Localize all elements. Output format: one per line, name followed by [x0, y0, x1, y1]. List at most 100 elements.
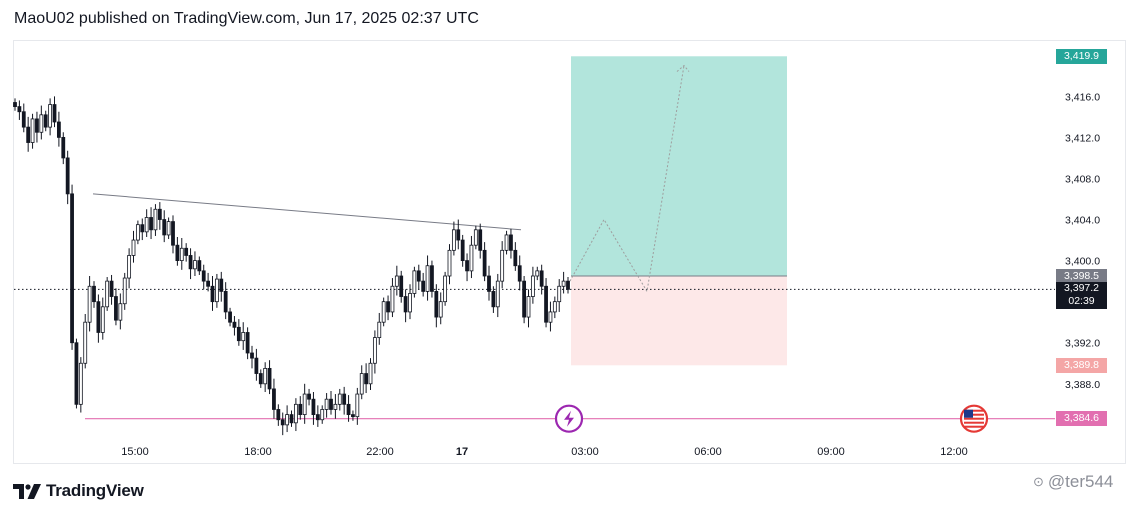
x-axis-tick: 18:00: [244, 446, 272, 458]
candle: [359, 365, 364, 400]
candle-body: [302, 393, 307, 416]
candle: [500, 241, 505, 289]
candle-body: [320, 409, 325, 421]
us-flag-stripe: [964, 413, 984, 416]
page-title: MaoU02 published on TradingView.com, Jun…: [14, 10, 479, 27]
watermark: ⊙ @ter544: [1033, 472, 1113, 492]
candle: [351, 410, 355, 421]
candle: [61, 132, 66, 165]
candle: [456, 219, 461, 250]
candle: [43, 110, 48, 132]
candle-body: [144, 217, 149, 233]
candle: [293, 398, 298, 432]
lightning-event-icon: [554, 404, 584, 433]
candle: [311, 392, 316, 425]
candle-body: [364, 373, 369, 385]
us-flag-icon: [959, 404, 989, 433]
candle-body: [245, 332, 250, 354]
target-price-label: 3,419.9: [1056, 48, 1107, 64]
candle: [364, 363, 369, 394]
candle-body: [78, 362, 83, 405]
candle-body: [131, 239, 136, 256]
entry-price-label: 3,398.5: [1056, 268, 1107, 284]
candle-body: [87, 285, 92, 323]
candle: [495, 273, 500, 318]
candle: [245, 327, 250, 360]
candle: [118, 293, 123, 330]
candle-body: [368, 362, 373, 385]
candle: [267, 360, 272, 395]
candle-body: [228, 311, 232, 323]
candle: [250, 345, 254, 369]
candle-body: [372, 337, 377, 364]
candle-body: [232, 321, 237, 328]
candle: [175, 236, 180, 266]
candle: [276, 404, 281, 426]
chart-frame[interactable]: [13, 40, 1126, 464]
x-axis-tick: 06:00: [694, 446, 722, 458]
candle-body: [61, 136, 66, 159]
candle: [368, 358, 373, 390]
candle-body: [307, 393, 311, 400]
candle: [206, 272, 211, 292]
candle: [78, 357, 83, 413]
us-flag-stripe: [964, 417, 984, 420]
candle: [337, 388, 342, 411]
candle: [201, 264, 206, 290]
candle: [52, 96, 57, 128]
candle: [166, 217, 171, 240]
candle-body: [315, 414, 320, 421]
tradingview-logo[interactable]: TradingView: [13, 481, 144, 501]
candle-body: [311, 398, 316, 416]
candle-body: [179, 247, 184, 261]
candle-body: [500, 249, 505, 282]
candle: [473, 225, 478, 250]
candle: [482, 242, 487, 282]
candle: [210, 276, 215, 311]
candle-body: [280, 419, 285, 426]
candle-body: [443, 275, 448, 303]
loss-zone: [571, 276, 787, 366]
candle-body: [48, 104, 53, 128]
candle-body: [35, 118, 39, 133]
candle: [408, 284, 412, 320]
watermark-icon: ⊙: [1033, 474, 1044, 489]
candle: [315, 405, 320, 427]
candle-body: [386, 301, 390, 313]
candle-body: [460, 239, 465, 261]
candle: [223, 282, 228, 320]
candle-body: [399, 275, 404, 297]
projection-arrowhead: [676, 64, 690, 72]
candle-body: [118, 303, 123, 321]
candle-body: [17, 106, 22, 113]
candle-body: [438, 301, 443, 318]
candle-body: [421, 280, 426, 292]
candle-body: [83, 321, 88, 364]
candle: [447, 244, 452, 285]
candle: [302, 383, 307, 424]
tradingview-logo-text: TradingView: [46, 481, 144, 500]
candle-body: [430, 265, 434, 292]
candle: [285, 405, 290, 433]
candle: [372, 330, 377, 374]
candle-body: [342, 393, 347, 405]
candle: [491, 286, 496, 313]
trendline: [92, 193, 522, 231]
candle: [83, 313, 88, 369]
candle: [394, 265, 399, 296]
candle-body: [236, 326, 241, 342]
candle: [438, 292, 443, 325]
candle-body: [465, 260, 469, 272]
current-price-label: 3,397.2 02:39: [1056, 282, 1107, 310]
current-price-value: 3,397.2: [1063, 282, 1100, 295]
candle-body: [355, 393, 360, 418]
candle: [504, 230, 509, 255]
candle: [298, 396, 303, 420]
candle: [39, 105, 44, 140]
candle: [539, 264, 544, 295]
candle-body: [96, 301, 101, 333]
us-flag-stripe: [964, 409, 984, 412]
x-axis-tick: 17: [456, 446, 468, 458]
candle: [109, 274, 114, 305]
